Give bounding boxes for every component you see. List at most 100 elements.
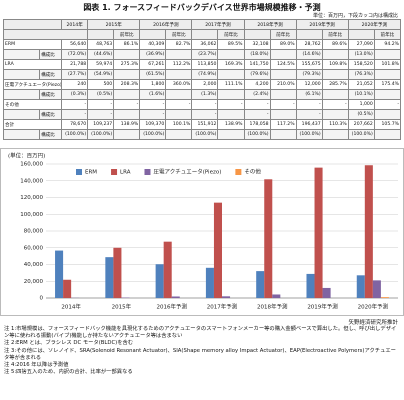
cell: (27.7%) <box>61 69 89 80</box>
cell <box>321 89 349 100</box>
year-header: 2014年 <box>61 19 89 30</box>
cell <box>113 49 141 60</box>
row-label: 合計 <box>2 119 63 130</box>
cell: 112.2% <box>165 59 193 70</box>
cell: 12,000 <box>295 79 323 90</box>
row-label <box>2 69 41 80</box>
row-label: その他 <box>2 99 63 110</box>
cell: 28,762 <box>295 39 323 50</box>
cell: 109.8% <box>321 59 349 70</box>
legend-swatch <box>111 169 118 175</box>
y-tick-label: 60,000 <box>24 245 44 251</box>
header-cell <box>347 29 375 40</box>
row-label: LRA <box>2 59 63 70</box>
y-tick-label: 0 <box>40 296 44 302</box>
cell: (100.0%) <box>191 129 219 140</box>
year-header: 2019年予測 <box>295 19 349 30</box>
cell: (23.7%) <box>191 49 219 60</box>
cell: 124.5% <box>269 59 297 70</box>
cell: (13.0%) <box>347 49 375 60</box>
cell: - <box>295 109 323 120</box>
cell: 240 <box>61 79 89 90</box>
cell: - <box>269 99 297 110</box>
y-tick-label: 80,000 <box>24 229 44 235</box>
cell: - <box>87 109 115 120</box>
header-cell <box>2 29 89 40</box>
cell: (100.0%) <box>61 129 89 140</box>
cell: (100.0%) <box>347 129 375 140</box>
bar <box>213 202 222 298</box>
cell: 32,108 <box>243 39 271 50</box>
cell: (0.5%) <box>87 89 115 100</box>
bar <box>105 257 114 298</box>
cell: 360.0% <box>165 79 193 90</box>
y-unit: (単位：百万円) <box>8 152 45 160</box>
cell: 113,850 <box>191 59 219 70</box>
cell: - <box>165 99 193 110</box>
cell: - <box>139 99 167 110</box>
cell: (79.3%) <box>295 69 323 80</box>
x-tick-label: 2017年予測 <box>207 303 238 311</box>
cell: 151,912 <box>191 119 219 130</box>
cell: 89.6% <box>321 39 349 50</box>
cell: (61.5%) <box>139 69 167 80</box>
share-row: 構成比 (72.0%) (44.6%) (36.9%) (23.7%) (18.0%) (1… <box>2 49 402 60</box>
share-row: 構成比 (27.7%) (54.9%) (61.5%) (74.9%) (79.6%) (7… <box>2 69 402 80</box>
cell: (100.0%) <box>295 129 323 140</box>
cell <box>217 69 245 80</box>
cell: 169.3% <box>217 59 245 70</box>
cell: 27,090 <box>347 39 375 50</box>
cell: 100.1% <box>165 119 193 130</box>
cell: (1.3%) <box>191 89 219 100</box>
cell <box>373 69 402 80</box>
cell: 109,237 <box>87 119 115 130</box>
bar <box>356 275 365 298</box>
cell: 21,052 <box>347 79 375 90</box>
cell: (72.0%) <box>61 49 89 60</box>
cell: 56,640 <box>61 39 89 50</box>
bar <box>372 280 381 298</box>
year-header: 2018年予測 <box>243 19 297 30</box>
row-label: ERM <box>2 39 63 50</box>
cell: 82.7% <box>165 39 193 50</box>
legend-swatch <box>144 169 151 175</box>
cell <box>373 109 402 120</box>
legend-swatch <box>76 169 82 175</box>
data-row: LRA 21,788 59,974 275.3% 67,261 112.2% 113,850… <box>2 59 402 70</box>
cell: 110.3% <box>321 119 349 130</box>
data-row: その他 - - - - - - - - - - -1,000- <box>2 99 402 110</box>
x-tick-label: 2019年予測 <box>307 303 338 311</box>
cell <box>321 69 349 80</box>
cell: (1.6%) <box>139 89 167 100</box>
cell: (18.0%) <box>243 49 271 60</box>
data-row: 合計 78,670 109,237 138.9% 109,370 100.1% 151,91… <box>2 119 402 130</box>
cell: - <box>191 99 219 110</box>
cell <box>165 69 193 80</box>
cell: (79.6%) <box>243 69 271 80</box>
row-label <box>2 129 41 140</box>
bar <box>380 297 389 298</box>
cell: (74.9%) <box>191 69 219 80</box>
share-row: 構成比 - - - - - - (0.5%) <box>2 109 402 120</box>
cell: 175.4% <box>373 79 402 90</box>
cell <box>217 49 245 60</box>
cell: 111.1% <box>217 79 245 90</box>
x-tick-label: 2016年予測 <box>156 303 187 311</box>
row-label <box>2 109 41 120</box>
y-tick-label: 40,000 <box>24 262 44 268</box>
row-label: 構成比 <box>39 109 63 120</box>
cell: 196,437 <box>295 119 323 130</box>
year-header: 2016年予測 <box>139 19 193 30</box>
cell: 285.7% <box>321 79 349 90</box>
note: 注 4:2016 年以降は予測値 <box>4 362 69 369</box>
bar <box>306 273 315 298</box>
cell <box>373 129 402 140</box>
unit-note: 単位：百万円，下段カッコ内は構成比 <box>312 13 398 19</box>
year-header: 2017年予測 <box>191 19 245 30</box>
market-table: 2014年 2015年 2016年予測 2017年予測 2018年予測 2019年予測 20… <box>2 19 402 140</box>
cell <box>165 109 193 120</box>
cell: - <box>139 109 167 120</box>
cell: (6.1%) <box>295 89 323 100</box>
cell <box>269 49 297 60</box>
